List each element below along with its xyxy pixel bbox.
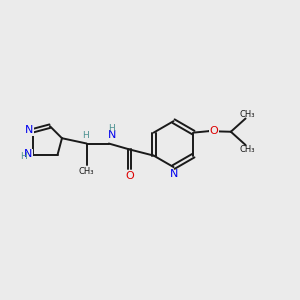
Text: H: H bbox=[20, 152, 26, 161]
Text: H: H bbox=[82, 131, 88, 140]
Text: N: N bbox=[170, 169, 178, 178]
Text: N: N bbox=[25, 125, 33, 135]
Text: H: H bbox=[108, 124, 115, 133]
Text: CH₃: CH₃ bbox=[239, 110, 255, 118]
Text: CH₃: CH₃ bbox=[79, 167, 94, 176]
Text: O: O bbox=[125, 171, 134, 181]
Text: CH₃: CH₃ bbox=[239, 145, 255, 154]
Text: O: O bbox=[209, 126, 218, 136]
Text: N: N bbox=[24, 149, 33, 159]
Text: N: N bbox=[107, 130, 116, 140]
